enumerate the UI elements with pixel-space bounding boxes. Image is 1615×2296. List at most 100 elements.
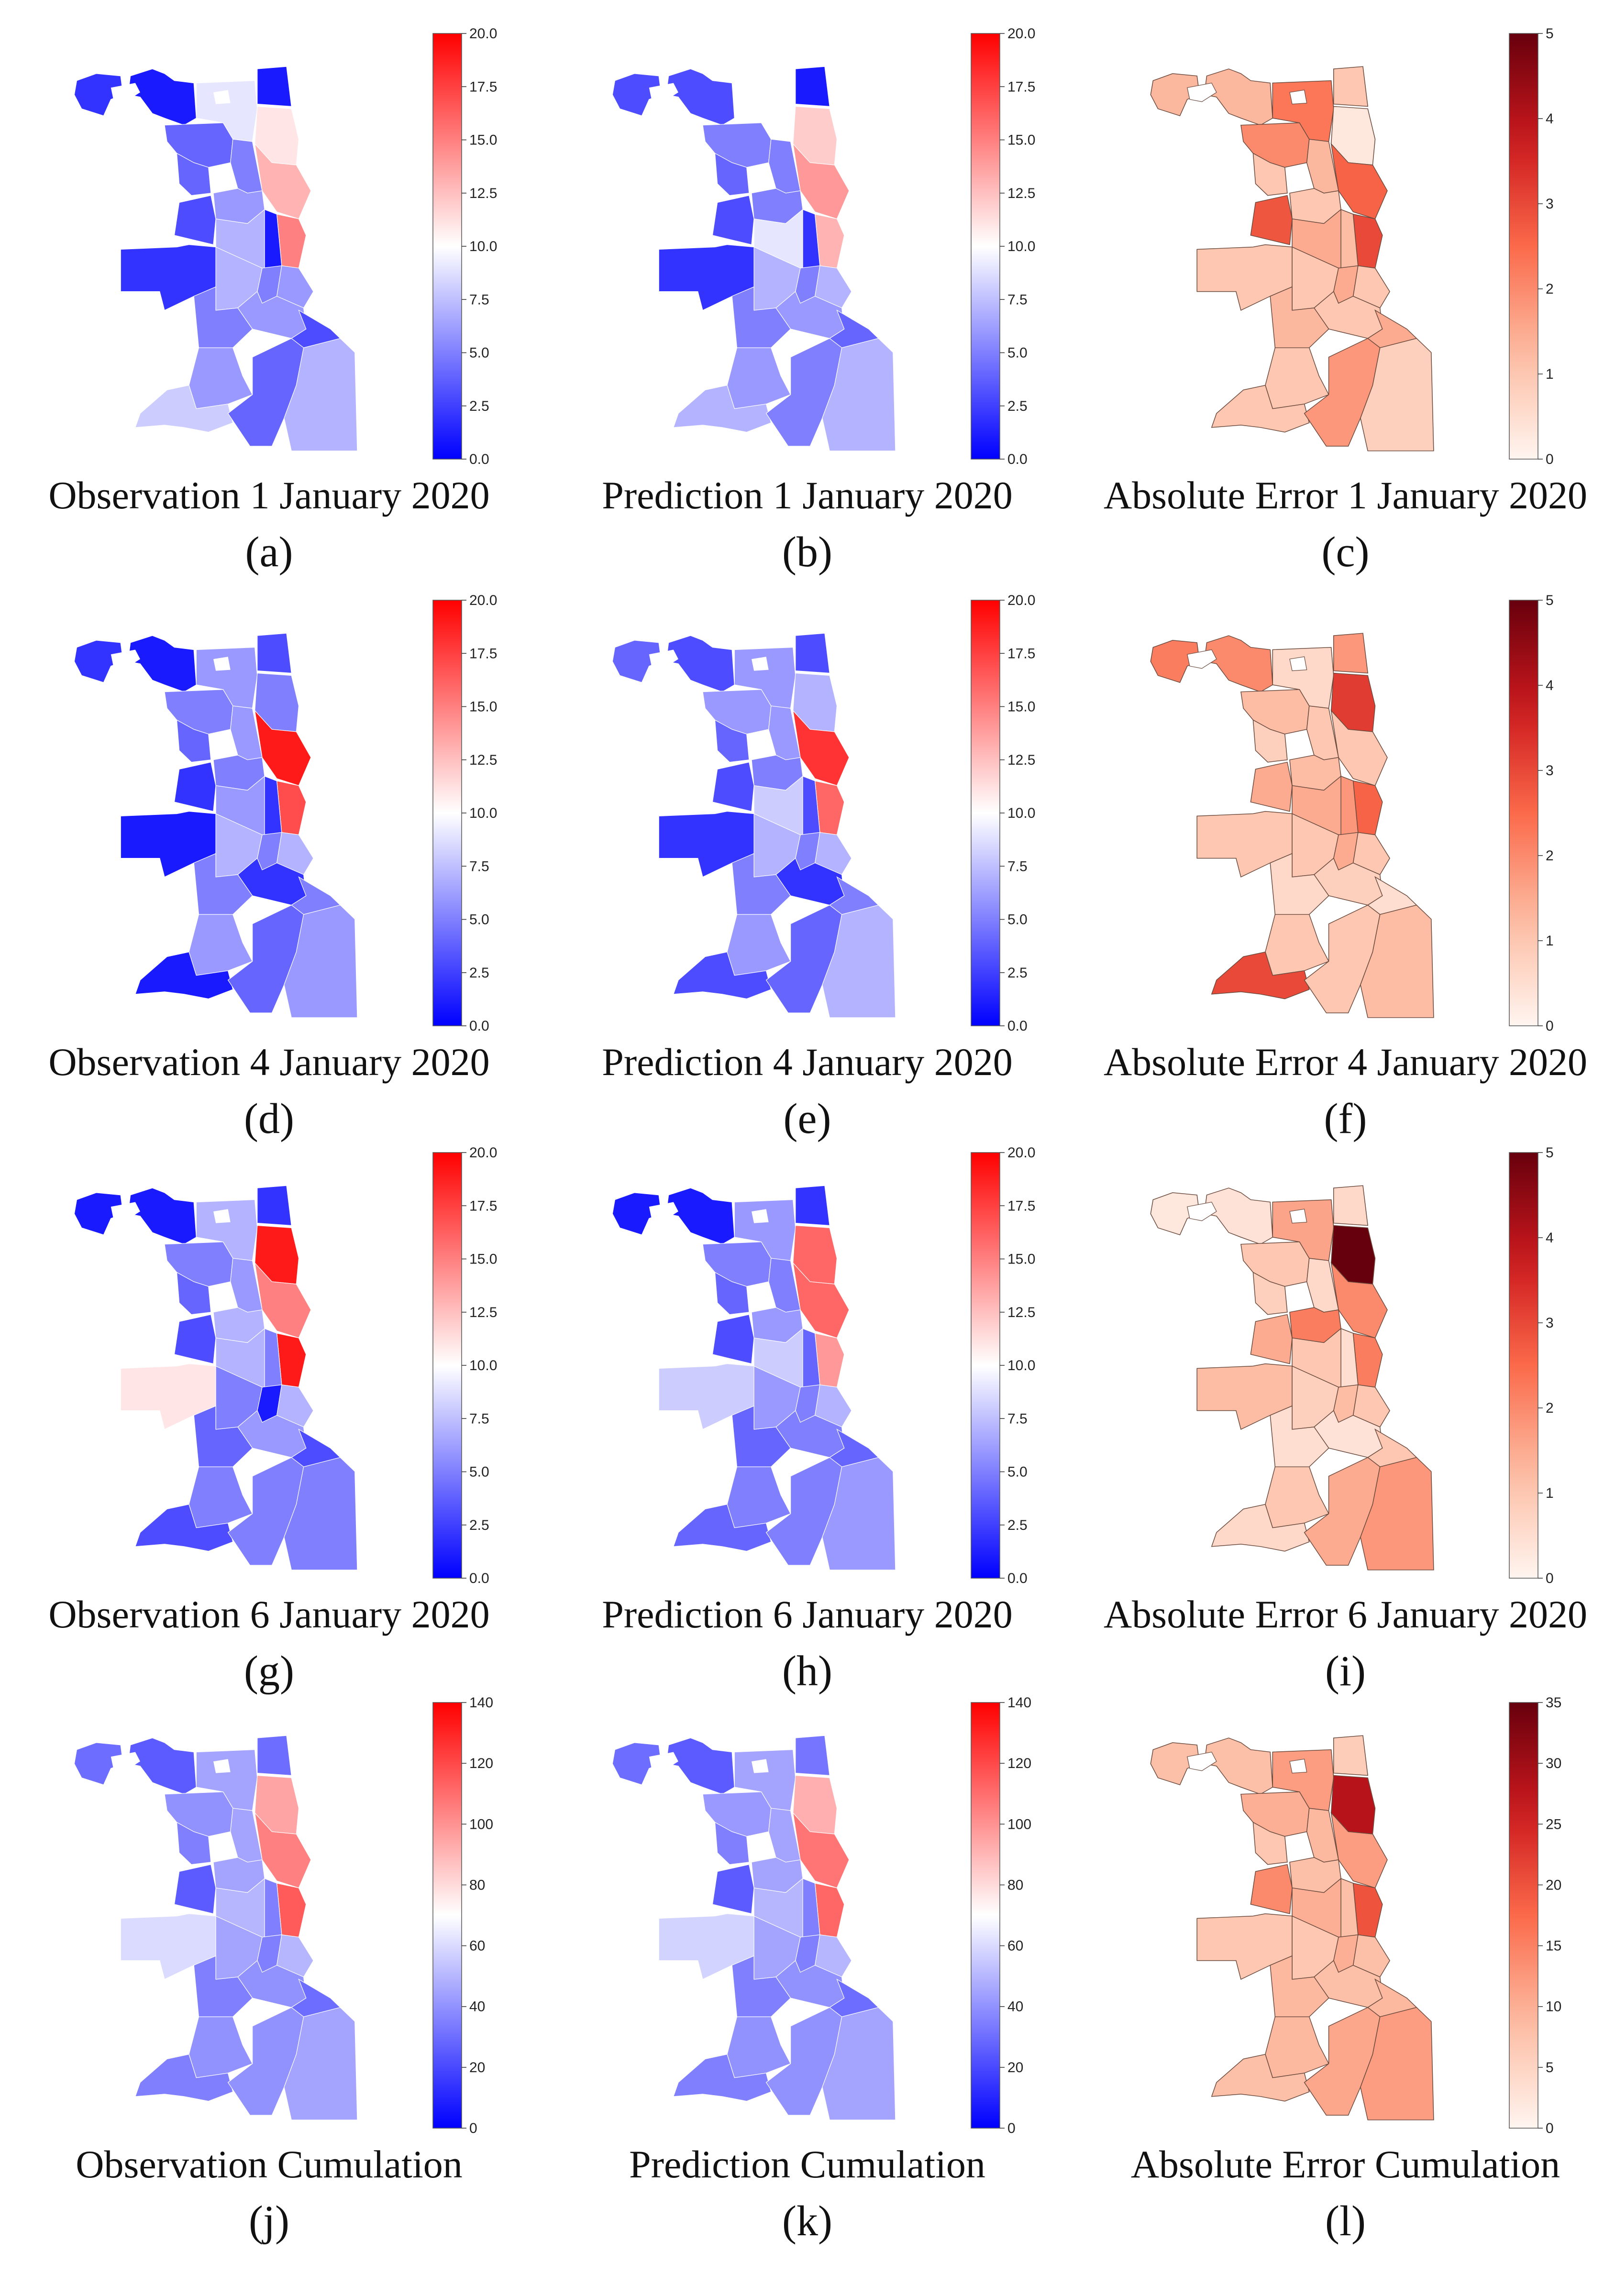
region-j-8 [164,1791,233,1837]
colorbar-tick-label-j-1: 20 [469,2060,485,2076]
panel-label-h: (h) [782,1648,832,1695]
colorbar-tick-label-b-8: 20.0 [1007,26,1035,42]
region-l-19 [1313,1960,1383,2008]
colorbar-tick-label-i-4: 4 [1546,1230,1554,1246]
map-l: 0 5 10 15 20 25 30 35 [1150,1695,1561,2136]
region-b-19 [775,291,845,339]
region-b-23 [673,384,772,433]
caption-k: Prediction Cumulation [629,2142,985,2186]
region-d-8 [164,689,233,735]
region-i-23 [1211,1504,1310,1552]
region-g-3 [257,1185,292,1226]
region-j-11 [174,1864,216,1914]
map-gap-l-1 [1187,1751,1217,1771]
caption-e: Prediction 4 January 2020 [602,1040,1013,1084]
region-j-10 [176,1822,211,1865]
colorbar-tick-label-a-8: 20.0 [469,26,497,42]
colorbar-tick-label-h-8: 20.0 [1007,1145,1035,1161]
region-i-6 [1330,1262,1388,1339]
colorbar-tick-label-e-7: 17.5 [1007,646,1035,661]
region-k-25 [822,2007,896,2120]
caption-j: Observation Cumulation [76,2142,463,2186]
colorbar-tick-label-h-0: 0.0 [1007,1571,1028,1586]
region-d-25 [284,904,358,1018]
colorbar-tick-label-a-6: 15.0 [469,132,497,148]
colorbar-tick-label-g-6: 15.0 [469,1252,497,1267]
region-h-25 [822,1457,896,1571]
colorbar-tick-label-l-6: 30 [1546,1756,1561,1771]
region-k-3 [795,1735,830,1776]
map-gap-i-1 [1187,1201,1217,1221]
colorbar-tick-label-c-2: 2 [1546,281,1554,297]
region-c-10 [1252,153,1288,196]
region-j-23 [134,2054,233,2102]
colorbar-tick-label-l-7: 35 [1546,1695,1561,1711]
region-g-6 [254,1262,311,1339]
region-g-11 [174,1314,216,1364]
region-a-6 [254,143,311,220]
region-f-10 [1252,719,1288,763]
colorbar-tick-label-j-4: 80 [469,1877,485,1893]
colorbar-tick-label-a-7: 17.5 [469,79,497,95]
colorbar-tick-label-h-4: 10.0 [1007,1358,1035,1373]
colorbar-tick-label-l-3: 15 [1546,1938,1561,1954]
region-l-22 [1265,2016,1329,2078]
map-gap-j-2 [213,1759,231,1773]
region-f-24 [1304,904,1381,1013]
colorbar-tick-label-h-5: 12.5 [1007,1305,1035,1320]
region-g-1 [74,1192,123,1235]
map-gap-c-1 [1187,82,1217,102]
colorbar-tick-label-b-7: 17.5 [1007,79,1035,95]
region-f-25 [1360,904,1434,1018]
region-b-6 [792,143,850,220]
colorbar-tick-label-k-4: 80 [1007,1877,1023,1893]
region-g-10 [176,1272,211,1315]
colorbar-tick-label-g-1: 2.5 [469,1517,489,1533]
colorbar-tick-label-b-6: 15.0 [1007,132,1035,148]
colorbar-l [1509,1702,1538,2129]
map-gap-c-2 [1289,89,1307,105]
region-c-23 [1211,384,1310,433]
map-b: 0.0 2.5 5.0 7.5 10.0 12.5 15.0 17.5 20.0 [612,26,1035,467]
panel-label-b: (b) [782,528,832,576]
colorbar-tick-label-k-1: 20 [1007,2060,1023,2076]
region-b-25 [822,338,896,451]
colorbar-tick-label-h-2: 5.0 [1007,1464,1028,1480]
caption-c: Absolute Error 1 January 2020 [1103,473,1588,517]
colorbar-tick-label-k-2: 40 [1007,1999,1023,2015]
region-a-8 [164,122,233,168]
region-e-23 [673,951,772,1000]
colorbar-tick-label-g-8: 20.0 [469,1145,497,1161]
region-j-24 [227,2007,304,2116]
map-e: 0.0 2.5 5.0 7.5 10.0 12.5 15.0 17.5 20.0 [612,593,1035,1034]
colorbar-tick-label-f-1: 1 [1546,933,1554,949]
colorbar-tick-label-i-2: 2 [1546,1400,1554,1416]
colorbar-tick-label-g-0: 0.0 [469,1571,489,1586]
colorbar-j [432,1702,462,2129]
region-f-11 [1250,761,1293,812]
caption-b: Prediction 1 January 2020 [602,473,1013,517]
colorbar-tick-label-d-0: 0.0 [469,1018,489,1034]
colorbar-tick-label-j-2: 40 [469,1999,485,2015]
region-h-24 [765,1457,842,1566]
map-g: 0.0 2.5 5.0 7.5 10.0 12.5 15.0 17.5 20.0 [74,1145,497,1586]
map-gap-b-1 [649,83,678,102]
region-k-10 [714,1822,750,1865]
map-gap-k-2 [752,1759,769,1773]
region-e-8 [702,689,772,735]
colorbar-tick-label-d-8: 20.0 [469,593,497,608]
region-c-1 [1150,73,1200,117]
caption-l: Absolute Error Cumulation [1130,2142,1560,2186]
colorbar-tick-label-i-5: 5 [1546,1145,1554,1161]
region-h-6 [792,1262,850,1339]
region-e-2 [665,635,735,692]
map-k: 0 20 40 60 80 100 120 140 [612,1695,1031,2136]
region-l-10 [1252,1822,1288,1865]
region-e-6 [792,710,850,786]
region-d-3 [257,633,292,674]
colorbar-tick-label-k-3: 60 [1007,1938,1023,1954]
map-f: 0 1 2 3 4 5 [1150,593,1554,1034]
colorbar-tick-label-f-2: 2 [1546,848,1554,864]
colorbar-tick-label-k-6: 120 [1007,1756,1031,1771]
panel-e: 0.0 2.5 5.0 7.5 10.0 12.5 15.0 17.5 20.0 Predicti… [538,571,1076,1141]
